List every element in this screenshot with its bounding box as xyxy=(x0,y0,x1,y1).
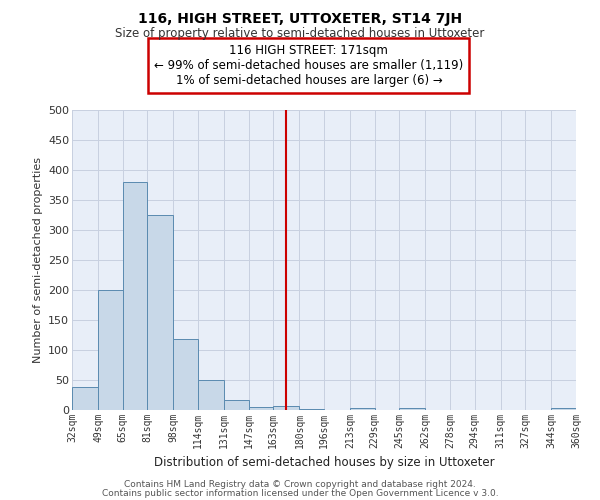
Text: Contains HM Land Registry data © Crown copyright and database right 2024.: Contains HM Land Registry data © Crown c… xyxy=(124,480,476,489)
Bar xyxy=(273,406,299,410)
Bar xyxy=(224,400,249,410)
Bar xyxy=(249,407,273,410)
Text: Size of property relative to semi-detached houses in Uttoxeter: Size of property relative to semi-detach… xyxy=(115,28,485,40)
Text: Contains public sector information licensed under the Open Government Licence v : Contains public sector information licen… xyxy=(101,488,499,498)
Bar xyxy=(173,339,198,410)
Bar xyxy=(98,290,123,410)
Bar xyxy=(399,408,425,410)
X-axis label: Distribution of semi-detached houses by size in Uttoxeter: Distribution of semi-detached houses by … xyxy=(154,456,494,469)
Bar xyxy=(147,215,173,410)
Bar xyxy=(72,387,98,410)
Bar xyxy=(198,380,224,410)
Text: 116 HIGH STREET: 171sqm
← 99% of semi-detached houses are smaller (1,119)
1% of : 116 HIGH STREET: 171sqm ← 99% of semi-de… xyxy=(154,44,464,87)
Bar xyxy=(551,408,576,410)
Bar xyxy=(123,182,147,410)
Y-axis label: Number of semi-detached properties: Number of semi-detached properties xyxy=(32,157,43,363)
Text: 116, HIGH STREET, UTTOXETER, ST14 7JH: 116, HIGH STREET, UTTOXETER, ST14 7JH xyxy=(138,12,462,26)
Bar xyxy=(350,408,375,410)
